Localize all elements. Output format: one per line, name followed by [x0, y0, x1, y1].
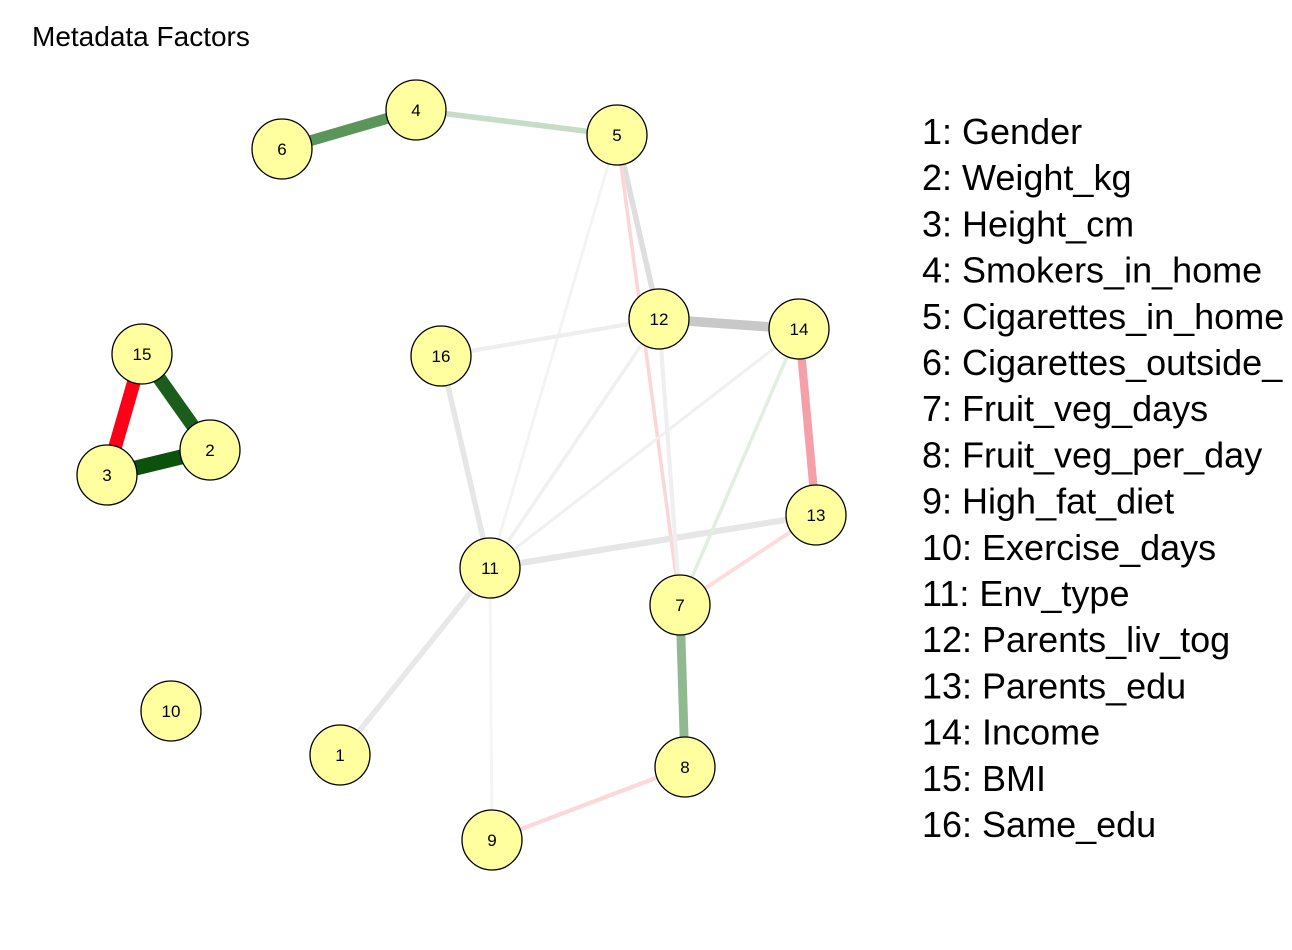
edge-11-9	[488, 567, 494, 841]
node-label-8: 8	[680, 758, 689, 777]
node-label-4: 4	[411, 101, 420, 120]
legend-item: 16: Same_edu	[922, 804, 1156, 845]
legend-item: 8: Fruit_veg_per_day	[922, 434, 1262, 475]
legend-item: 5: Cigarettes_in_home	[922, 296, 1284, 337]
node-circle-10	[140, 680, 202, 742]
node-10: 10	[140, 680, 202, 742]
node-circle-3	[76, 444, 138, 506]
legend-item: 15: BMI	[922, 758, 1046, 799]
node-5: 5	[586, 104, 648, 166]
legend-item: 1: Gender	[922, 111, 1082, 152]
edge-16-11	[438, 355, 493, 569]
node-label-10: 10	[162, 702, 181, 721]
node-circle-7	[649, 574, 711, 636]
node-circle-4	[385, 79, 447, 141]
node-label-12: 12	[650, 310, 669, 329]
figure-title: Metadata Factors	[32, 21, 250, 52]
edge-11-12	[488, 318, 661, 569]
node-circle-9	[461, 809, 523, 871]
legend-item: 14: Income	[922, 712, 1100, 753]
node-circle-16	[410, 325, 472, 387]
legend-item: 13: Parents_edu	[922, 665, 1186, 706]
node-label-15: 15	[133, 345, 152, 364]
edge-9-8	[491, 765, 686, 842]
edge-5-11	[488, 134, 619, 569]
legend-item: 10: Exercise_days	[922, 527, 1216, 568]
node-circle-11	[459, 537, 521, 599]
node-label-5: 5	[612, 126, 621, 145]
edge-5-7	[615, 134, 682, 606]
legend: 1: Gender 2: Weight_kg 3: Height_cm 4: Smok…	[922, 111, 1284, 845]
edge-14-7	[678, 328, 801, 606]
node-13: 13	[785, 484, 847, 546]
node-14: 14	[768, 298, 830, 360]
edge-12-7	[656, 318, 683, 606]
legend-item: 2: Weight_kg	[922, 157, 1131, 198]
node-circle-6	[251, 118, 313, 180]
node-label-16: 16	[432, 347, 451, 366]
node-16: 16	[410, 325, 472, 387]
node-1: 1	[309, 724, 371, 786]
edge-11-13	[489, 511, 817, 572]
legend-item: 11: Env_type	[922, 573, 1129, 614]
node-label-7: 7	[675, 596, 684, 615]
node-label-14: 14	[790, 320, 809, 339]
node-8: 8	[654, 736, 716, 798]
node-circle-13	[785, 484, 847, 546]
node-label-13: 13	[807, 506, 826, 525]
node-label-9: 9	[487, 831, 496, 850]
node-12: 12	[628, 288, 690, 350]
node-2: 2	[179, 419, 241, 481]
node-circle-12	[628, 288, 690, 350]
node-circle-5	[586, 104, 648, 166]
legend-item: 12: Parents_liv_tog	[922, 619, 1230, 660]
node-label-1: 1	[335, 746, 344, 765]
node-7: 7	[649, 574, 711, 636]
node-circle-1	[309, 724, 371, 786]
legend-item: 9: High_fat_diet	[922, 481, 1174, 522]
node-label-2: 2	[205, 441, 214, 460]
legend-item: 4: Smokers_in_home	[922, 250, 1262, 291]
node-11: 11	[459, 537, 521, 599]
node-label-6: 6	[277, 140, 286, 159]
edge-16-12	[440, 316, 660, 359]
legend-item: 6: Cigarettes_outside_	[922, 342, 1283, 383]
edge-11-14	[489, 327, 800, 570]
legend-item: 7: Fruit_veg_days	[922, 388, 1208, 429]
node-3: 3	[76, 444, 138, 506]
node-circle-8	[654, 736, 716, 798]
legend-item: 3: Height_cm	[922, 203, 1134, 244]
edge-11-1	[337, 566, 493, 757]
node-9: 9	[461, 809, 523, 871]
node-label-11: 11	[481, 559, 499, 578]
edge-14-13	[794, 328, 821, 516]
node-6: 6	[251, 118, 313, 180]
node-4: 4	[385, 79, 447, 141]
node-circle-14	[768, 298, 830, 360]
node-15: 15	[111, 323, 173, 385]
node-label-3: 3	[102, 466, 111, 485]
edge-5-12	[614, 134, 662, 320]
node-circle-15	[111, 323, 173, 385]
node-circle-2	[179, 419, 241, 481]
edge-4-5	[415, 107, 618, 138]
